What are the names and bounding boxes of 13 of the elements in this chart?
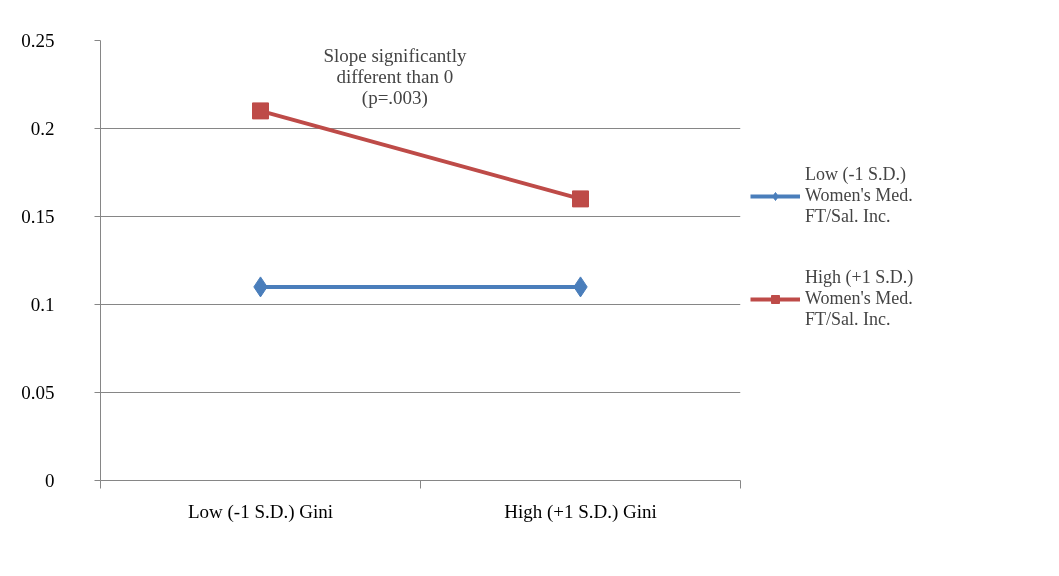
point [572, 190, 589, 208]
legend-label: Low (-1 S.D.) Women's Med. FT/Sal. Inc. [805, 164, 913, 227]
y-tick-label: 0.25 [21, 30, 55, 51]
y-tick-label: 0.1 [30, 294, 55, 315]
y-tick-label: 0.2 [30, 118, 55, 139]
annotation: Slope significantly different than 0 (p=.003) [323, 44, 467, 109]
point [252, 102, 269, 120]
y-tick-label: 0.05 [21, 382, 55, 403]
y-tick-label: 0 [45, 470, 55, 491]
y-tick-label: 0.15 [21, 206, 55, 227]
legend-label: High (+1 S.D.) Women's Med. FT/Sal. Inc. [805, 267, 914, 330]
x-tick-label: High (+1 S.D.) Gini [504, 500, 657, 523]
x-tick-label: Low (-1 S.D.) Gini [187, 500, 334, 523]
